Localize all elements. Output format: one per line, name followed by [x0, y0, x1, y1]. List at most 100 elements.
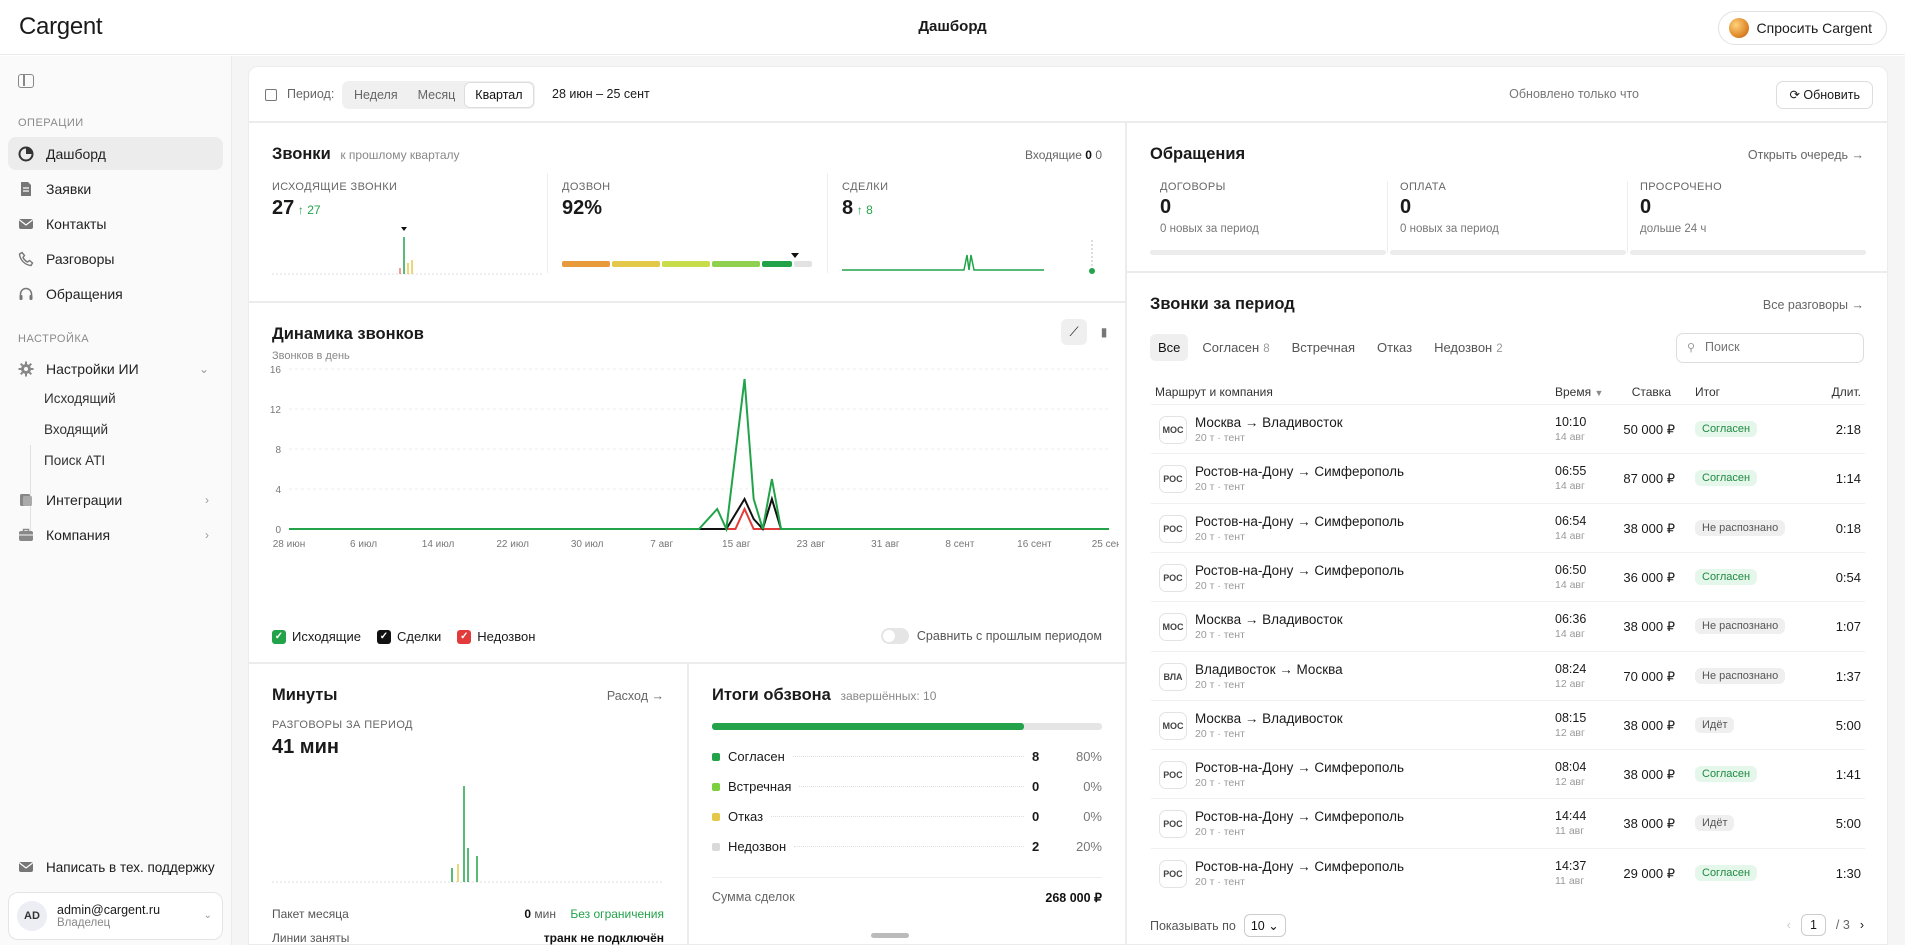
all-conversations-link[interactable]: Все разговоры → — [1762, 298, 1864, 312]
refresh-button[interactable]: ⟳ Обновить — [1776, 81, 1873, 109]
pack-row: Пакет месяца Без ограничения 0 мин — [272, 907, 664, 921]
result-label: Отказ — [728, 809, 764, 824]
x-tick-label: 22 июл — [496, 539, 529, 550]
support-link[interactable]: Написать в тех. поддержку — [18, 859, 215, 875]
table-row[interactable]: РОС Ростов-на-Дону → Симферополь 20 т · те… — [1151, 502, 1865, 552]
tab-filter[interactable]: Отказ — [1369, 334, 1420, 361]
bar-mode-icon[interactable]: ▮ — [1100, 325, 1108, 339]
tab-label: Согласен — [1202, 340, 1260, 355]
city-badge: РОС — [1159, 514, 1187, 543]
col-rate[interactable]: Ставка — [1631, 385, 1671, 399]
table-row[interactable]: МОС Москва → Владивосток 20 т · тент 06:36 1… — [1151, 601, 1865, 650]
sidebar-item-requests[interactable]: Заявки — [8, 172, 223, 205]
table-row[interactable]: РОС Ростов-на-Дону → Симферополь 20 т · те… — [1151, 847, 1865, 897]
sidebar-toggle-icon[interactable] — [18, 74, 34, 88]
legend-deals[interactable]: ✓ Сделки — [376, 629, 441, 644]
headset-icon — [19, 287, 33, 300]
search-box[interactable]: ⚲ — [1676, 333, 1864, 363]
compare-label: Сравнить с прошлым периодом — [916, 629, 1102, 643]
call-time: 10:10 — [1555, 415, 1587, 429]
compare-toggle[interactable]: Сравнить с прошлым периодом — [880, 628, 1102, 644]
page-input[interactable]: 1 — [1800, 914, 1826, 936]
ticket-card[interactable]: ОПЛАТА 0 0 новых за период — [1387, 181, 1626, 259]
calls-heading: Звонки — [272, 145, 331, 163]
line-mode-icon[interactable]: ⟋ — [1061, 319, 1087, 345]
chevron-down-icon: ⌄ — [198, 361, 209, 376]
legend-missed[interactable]: ✓ Недозвон — [457, 629, 535, 644]
calls-subtitle: к прошлому кварталу — [340, 148, 460, 162]
next-page-icon[interactable]: › — [1859, 918, 1864, 932]
table-row[interactable]: РОС Ростов-на-Дону → Симферополь 20 т · те… — [1151, 551, 1865, 601]
result-percent: 80% — [1075, 749, 1102, 764]
sidebar-item-integrations[interactable]: Интеграции › — [8, 483, 223, 516]
route-name: Ростов-на-Дону → Симферополь — [1195, 562, 1404, 578]
table-row[interactable]: ВЛА Владивосток → Москва 20 т · тент 08:24 1… — [1151, 650, 1865, 700]
toggle-switch[interactable] — [880, 628, 909, 644]
prev-page-icon[interactable]: ‹ — [1786, 918, 1791, 932]
sidebar-item-tickets[interactable]: Обращения — [8, 277, 223, 310]
results-subtitle: завершённых: 10 — [840, 689, 937, 703]
table-row[interactable]: МОС Москва → Владивосток 20 т · тент 08:15 1… — [1151, 699, 1865, 749]
pack-unit: мин — [534, 907, 556, 921]
call-duration: 5:00 — [1835, 717, 1861, 733]
col-route[interactable]: Маршрут и компания — [1155, 385, 1273, 399]
tab-filter[interactable]: Согласен 8 — [1194, 334, 1277, 361]
phone-icon — [18, 251, 34, 266]
call-date: 12 авг — [1555, 776, 1585, 789]
kpi-delta: ↑ 8 — [856, 203, 873, 217]
kpi-label: СДЕЛКИ — [842, 181, 889, 193]
kpi-label: ИСХОДЯЩИЕ ЗВОНКИ — [272, 181, 398, 193]
user-email: admin@cargent.ru — [57, 903, 161, 917]
page-total: / 3 — [1835, 918, 1850, 932]
tab-filter[interactable]: Встречная — [1284, 334, 1363, 361]
result-row: Отказ 0 0% — [712, 809, 1102, 824]
sidebar-sub-incoming[interactable]: Входящий — [44, 422, 109, 437]
minutes-link[interactable]: Расход → — [606, 689, 664, 703]
table-row[interactable]: РОС Ростов-на-Дону → Симферополь 20 т · те… — [1151, 453, 1865, 502]
result-percent: 0% — [1083, 809, 1102, 824]
ask-cargent-button[interactable]: Спросить Cargent — [1717, 11, 1887, 45]
col-duration[interactable]: Длит. — [1831, 385, 1861, 399]
page-title: Дашборд — [918, 18, 987, 35]
period-month[interactable]: Месяц — [417, 88, 456, 102]
sidebar-sub-outgoing[interactable]: Исходящий — [44, 391, 116, 406]
call-duration: 1:07 — [1835, 619, 1861, 635]
period-calls-title: Звонки за период — [1150, 295, 1295, 313]
leader-line — [794, 846, 1024, 847]
ticket-card[interactable]: ДОГОВОРЫ 0 0 новых за период — [1150, 181, 1386, 259]
minutes-period-label: РАЗГОВОРЫ ЗА ПЕРИОД — [272, 719, 413, 731]
page-size-select[interactable]: 10 ⌄ — [1243, 914, 1286, 937]
user-role: Владелец — [57, 917, 111, 929]
mail-icon — [19, 218, 33, 229]
tab-filter[interactable]: Все — [1150, 334, 1189, 361]
search-input[interactable] — [1705, 340, 1855, 354]
table-row[interactable]: МОС Москва → Владивосток 20 т · тент 10:10 1… — [1151, 404, 1865, 453]
chart-legend: ✓ Исходящие ✓ Сделки ✓ Недозвон — [272, 629, 535, 644]
sidebar-item-ai-settings[interactable]: Настройки ИИ ⌄ — [8, 352, 223, 385]
sidebar-item-dashboard[interactable]: Дашборд — [8, 137, 223, 170]
table-row[interactable]: РОС Ростов-на-Дону → Симферополь 20 т · те… — [1151, 749, 1865, 798]
table-row[interactable]: РОС Ростов-на-Дону → Симферополь 20 т · те… — [1151, 798, 1865, 847]
sidebar-item-company[interactable]: Компания › — [8, 518, 223, 551]
calls-title: Звонки к прошлому кварталу — [272, 145, 460, 164]
scroll-handle[interactable] — [871, 933, 909, 938]
sidebar-item-conversations[interactable]: Разговоры — [8, 242, 223, 275]
deals-sparkline — [842, 240, 1095, 274]
sum-row: Сумма сделок 268 000 ₽ — [712, 890, 1102, 905]
col-time[interactable]: Время ▼ — [1555, 385, 1603, 399]
period-quarter[interactable]: Квартал — [465, 83, 533, 107]
ticket-card[interactable]: ПРОСРОЧЕНО 0 дольше 24 ч — [1627, 181, 1866, 259]
open-queue-link[interactable]: Открыть очередь → — [1747, 148, 1864, 162]
period-week[interactable]: Неделя — [354, 88, 398, 102]
legend-outgoing[interactable]: ✓ Исходящие — [272, 629, 361, 644]
sidebar-sub-ati[interactable]: Поиск ATI — [44, 453, 106, 468]
route-name: Ростов-на-Дону → Симферополь — [1195, 809, 1404, 825]
y-tick-label: 4 — [275, 485, 281, 496]
sidebar-item-label: Обращения — [46, 285, 123, 302]
app-logo[interactable]: Cargent — [19, 13, 103, 40]
user-menu[interactable]: AD admin@cargent.ru Владелец ⌄ — [8, 892, 223, 940]
tab-filter[interactable]: Недозвон 2 — [1426, 334, 1511, 361]
sidebar-item-contacts[interactable]: Контакты — [8, 207, 223, 240]
y-tick-label: 0 — [275, 525, 281, 536]
col-result[interactable]: Итог — [1695, 385, 1721, 399]
